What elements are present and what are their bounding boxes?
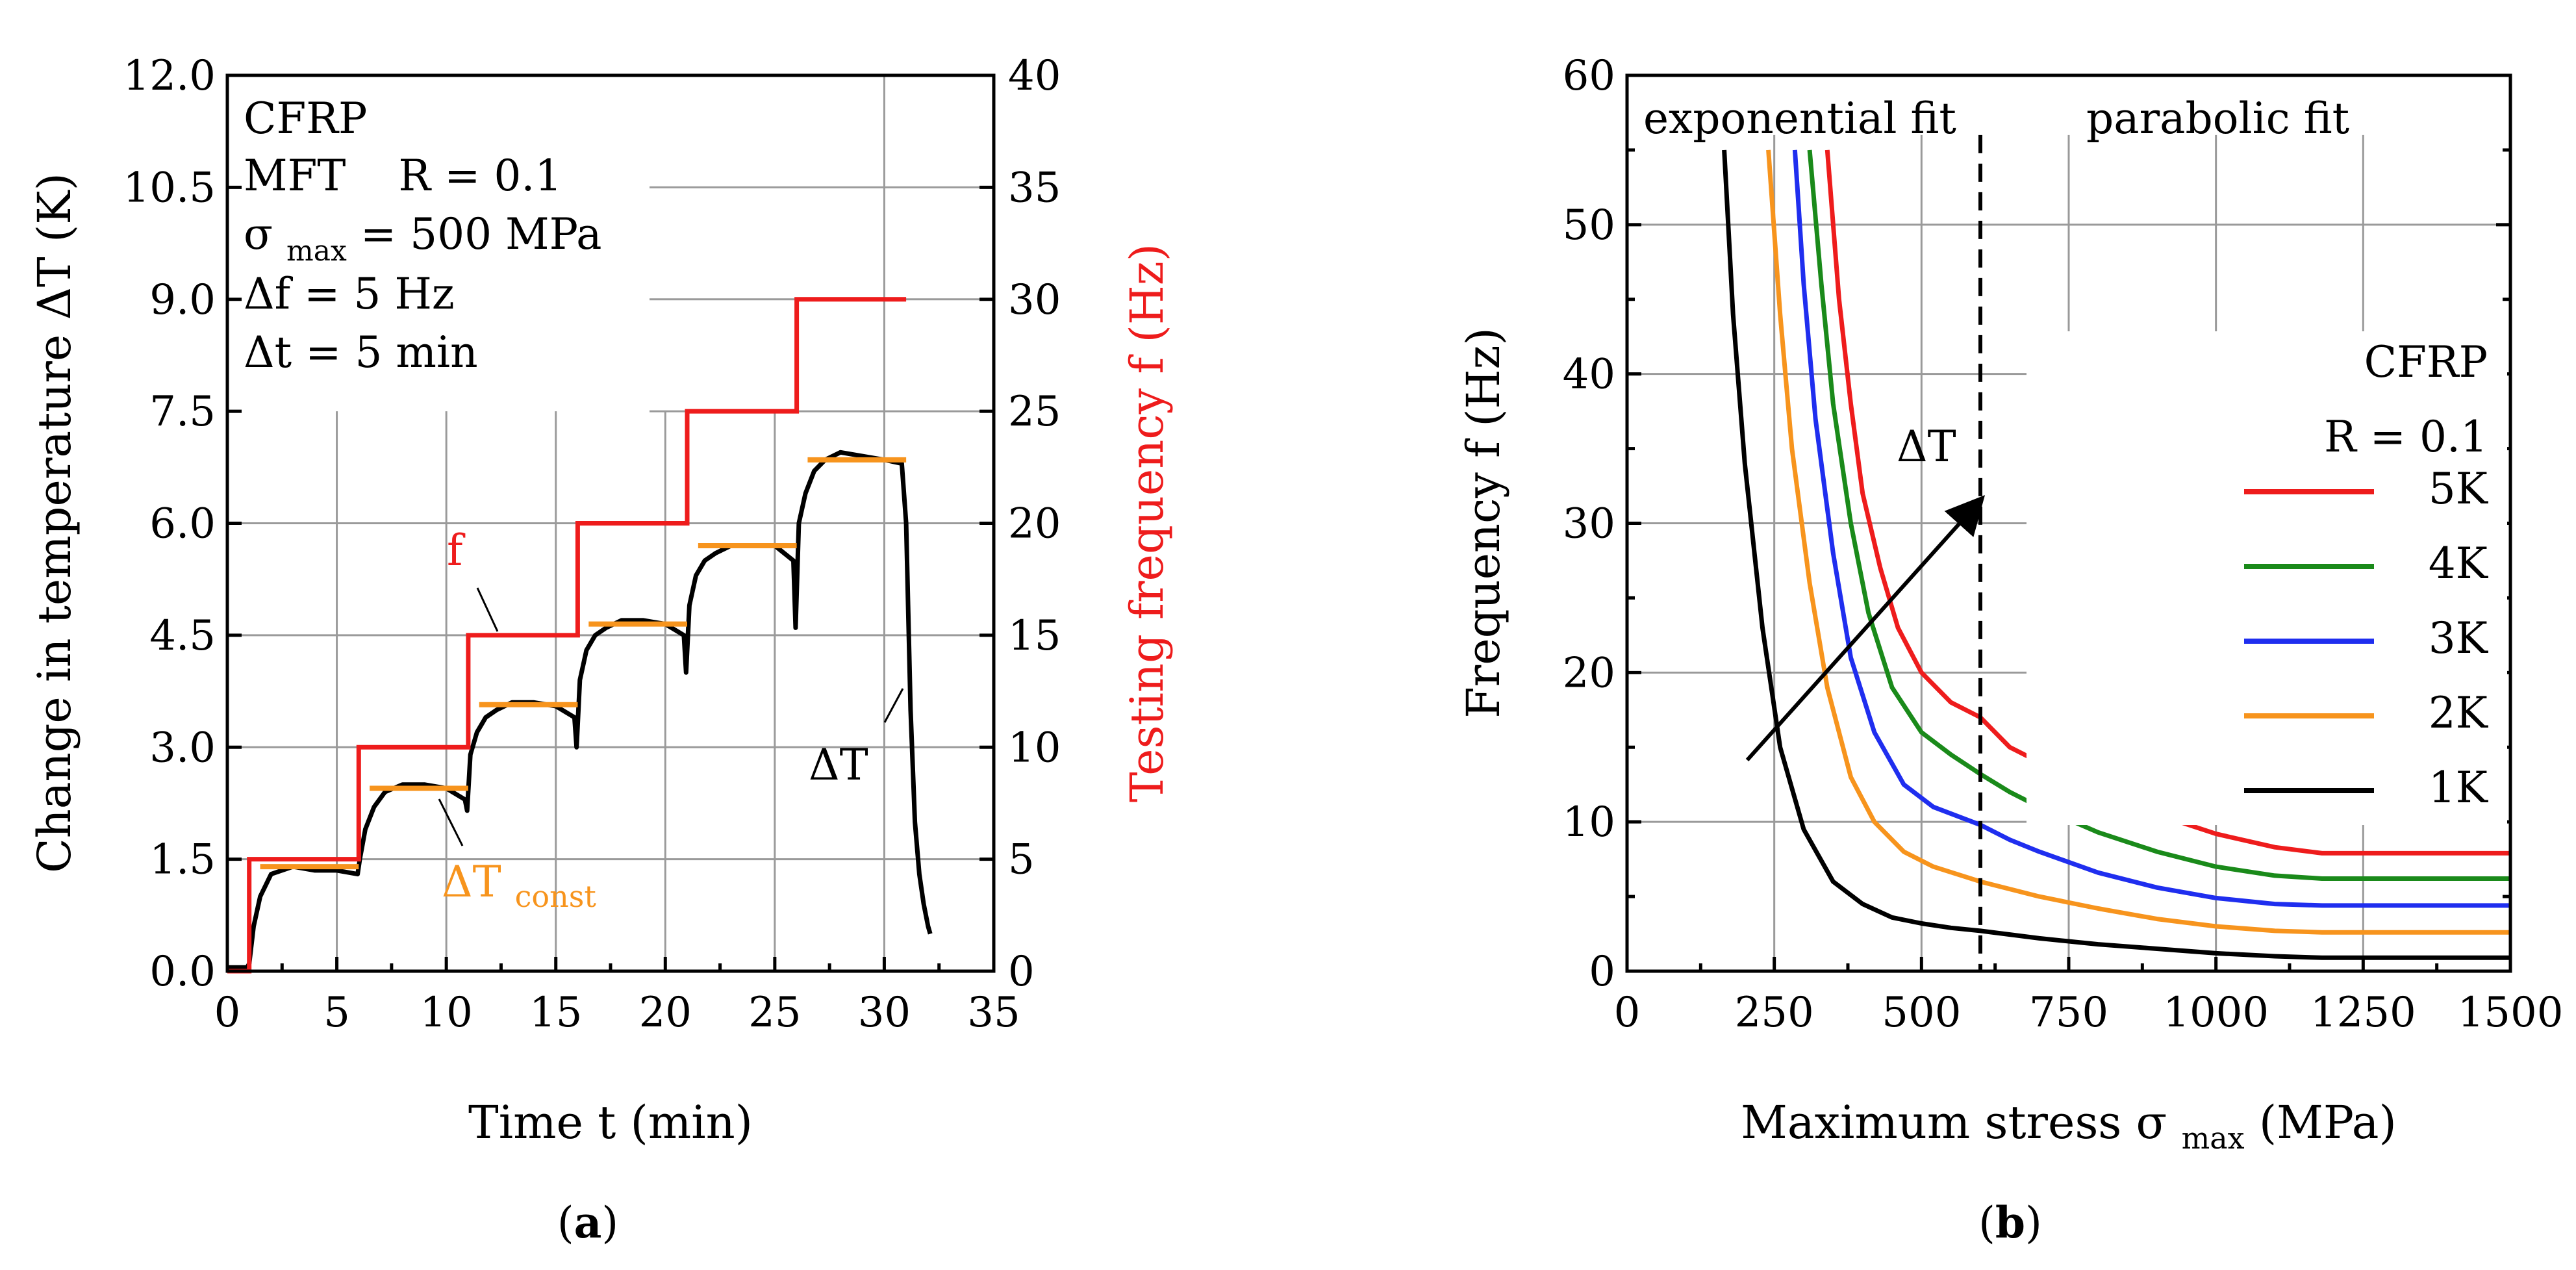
b-delta-t-arrow bbox=[1745, 495, 1986, 762]
b-legend-entries: 5K 4K 3K 2K 1K bbox=[2244, 464, 2489, 813]
b-y-tick-label: 10 bbox=[1563, 798, 1615, 846]
a-label-dtconst: ΔT bbox=[442, 857, 501, 907]
b-legend-header-r: R = 0.1 bbox=[2324, 412, 2488, 462]
b-x-tick-label: 250 bbox=[1735, 989, 1814, 1037]
panel-a-plot-layer bbox=[227, 297, 933, 974]
b-series-4K bbox=[1807, 149, 2510, 881]
a-annot-cfrp: CFRP bbox=[244, 94, 367, 144]
svg-text:ΔT const: ΔT const bbox=[442, 857, 596, 914]
a-y-tick-label-right: 40 bbox=[1008, 52, 1061, 100]
a-frequency-line bbox=[227, 297, 907, 974]
a-y-tick-label-left: 9.0 bbox=[149, 276, 216, 324]
b-legend: CFRP R = 0.1 5K 4K 3K 2K 1K bbox=[2027, 331, 2507, 825]
b-region-parabolic: parabolic fit bbox=[2086, 94, 2349, 144]
a-y-axis-title-right: Testing frequency f (Hz) bbox=[1120, 244, 1174, 802]
a-caption-letter: a bbox=[574, 1197, 602, 1248]
b-y-tick-label: 60 bbox=[1563, 52, 1615, 100]
b-x-tick-label: 1250 bbox=[2310, 989, 2416, 1037]
a-label-f: f bbox=[447, 526, 466, 576]
svg-text:(b): (b) bbox=[1978, 1197, 2042, 1248]
a-y-tick-label-left: 3.0 bbox=[149, 724, 216, 772]
b-arrow-label: ΔT bbox=[1897, 422, 1956, 472]
a-y-tick-label-right: 15 bbox=[1008, 612, 1061, 660]
panel-b: 0 250 500 750 1000 1250 1500 0 10 20 30 40 50 60 expo… bbox=[1457, 52, 2563, 1248]
b-x-axis-title: Maximum stress σ bbox=[1741, 1096, 2167, 1149]
b-series-1K bbox=[1722, 149, 2510, 960]
b-legend-header-cfrp: CFRP bbox=[2364, 337, 2488, 387]
a-label-dtconst-sub: const bbox=[515, 879, 597, 914]
b-caption-letter: b bbox=[1995, 1197, 2025, 1248]
a-annot-sigma: σ bbox=[244, 209, 273, 259]
a-annot-sigma-value: = 500 MPa bbox=[360, 209, 602, 259]
a-x-tick-label: 25 bbox=[748, 989, 801, 1037]
a-annot-sigma-sub: max bbox=[286, 235, 347, 268]
b-series-5K bbox=[1825, 149, 2510, 856]
a-y-tick-label-left: 0.0 bbox=[149, 948, 216, 996]
b-x-axis-title-tail: (MPa) bbox=[2259, 1096, 2397, 1149]
b-y-tick-label: 50 bbox=[1563, 201, 1615, 249]
svg-text:Maximum stress σ max: Maximum stress σ max (MPa) bbox=[1741, 1096, 2397, 1160]
b-x-tick-label: 500 bbox=[1882, 989, 1961, 1037]
b-legend-label-2K: 2K bbox=[2429, 688, 2489, 738]
b-legend-background bbox=[2027, 331, 2507, 825]
b-y-tick-label: 0 bbox=[1589, 948, 1615, 996]
a-y-tick-label-right: 35 bbox=[1008, 164, 1061, 212]
a-y-axis-title-left: Change in temperature ΔT (K) bbox=[28, 173, 81, 873]
b-series-3K bbox=[1792, 149, 2510, 908]
a-label-dt: ΔT bbox=[809, 740, 868, 790]
b-x-axis-title-sub: max bbox=[2182, 1121, 2245, 1156]
a-x-tick-label: 30 bbox=[858, 989, 911, 1037]
a-x-tick-label: 5 bbox=[323, 989, 350, 1037]
a-label-dt-leader bbox=[883, 688, 904, 723]
a-y-tick-label-left: 1.5 bbox=[149, 836, 216, 884]
a-annot-mft: MFT bbox=[244, 151, 346, 201]
a-y-tick-label-right: 0 bbox=[1008, 948, 1035, 996]
a-y-tick-label-left: 10.5 bbox=[123, 164, 216, 212]
b-y-tick-label: 20 bbox=[1563, 649, 1615, 697]
b-x-tick-label: 1000 bbox=[2163, 989, 2269, 1037]
a-annot-df: Δf = 5 Hz bbox=[244, 269, 455, 319]
a-x-tick-label: 0 bbox=[214, 989, 241, 1037]
a-label-dtconst-leader bbox=[438, 798, 464, 846]
a-x-tick-label: 15 bbox=[529, 989, 582, 1037]
a-y-tick-label-left: 12.0 bbox=[123, 52, 216, 100]
panel-a-axis-ticks: 0 5 10 15 20 25 30 35 0.0 1.5 3.0 4.5 6.0 7.5 9.0 10.5 1… bbox=[123, 52, 1061, 1037]
a-annot-r: R = 0.1 bbox=[398, 151, 562, 201]
a-annot-dt: Δt = 5 min bbox=[244, 327, 478, 377]
b-legend-label-3K: 3K bbox=[2429, 613, 2489, 663]
b-x-tick-label: 1500 bbox=[2458, 989, 2564, 1037]
panel-b-axis-ticks: 0 250 500 750 1000 1250 1500 0 10 20 30 40 50 60 bbox=[1563, 52, 2564, 1037]
svg-text:(a): (a) bbox=[557, 1197, 618, 1248]
a-x-axis-title: Time t (min) bbox=[468, 1096, 753, 1149]
b-legend-label-5K: 5K bbox=[2429, 464, 2489, 514]
panel-a: 0 5 10 15 20 25 30 35 0.0 1.5 3.0 4.5 6.0 7.5 9.0 10.5 1… bbox=[28, 52, 1174, 1248]
svg-text:MFT R = 0.1: MFT R = 0.1 bbox=[244, 151, 562, 201]
a-y-tick-label-right: 10 bbox=[1008, 724, 1061, 772]
b-y-tick-label: 40 bbox=[1563, 351, 1615, 399]
a-x-tick-label: 20 bbox=[639, 989, 692, 1037]
b-x-tick-label: 0 bbox=[1614, 989, 1641, 1037]
a-y-tick-label-right: 5 bbox=[1008, 836, 1035, 884]
a-x-tick-label: 35 bbox=[967, 989, 1020, 1037]
a-y-tick-label-right: 30 bbox=[1008, 276, 1061, 324]
b-y-tick-label: 30 bbox=[1563, 500, 1615, 548]
a-y-tick-label-right: 25 bbox=[1008, 388, 1061, 436]
b-region-exponential: exponential fit bbox=[1643, 94, 1956, 144]
a-label-f-leader bbox=[476, 587, 499, 632]
a-x-tick-label: 10 bbox=[420, 989, 472, 1037]
a-y-tick-label-left: 6.0 bbox=[149, 500, 216, 548]
b-y-axis-title: Frequency f (Hz) bbox=[1457, 327, 1510, 718]
b-x-tick-label: 750 bbox=[2029, 989, 2108, 1037]
b-legend-label-4K: 4K bbox=[2429, 539, 2489, 589]
panel-b-plot-layer bbox=[1722, 134, 2510, 971]
a-y-tick-label-right: 20 bbox=[1008, 500, 1061, 548]
b-legend-label-1K: 1K bbox=[2429, 763, 2489, 813]
a-y-tick-label-left: 7.5 bbox=[149, 388, 216, 436]
a-y-tick-label-left: 4.5 bbox=[149, 612, 216, 660]
svg-text:σ max = 500 MPa: σ max = 500 MPa bbox=[244, 209, 601, 271]
